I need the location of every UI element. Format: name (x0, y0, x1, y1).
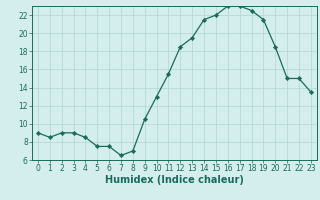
X-axis label: Humidex (Indice chaleur): Humidex (Indice chaleur) (105, 175, 244, 185)
